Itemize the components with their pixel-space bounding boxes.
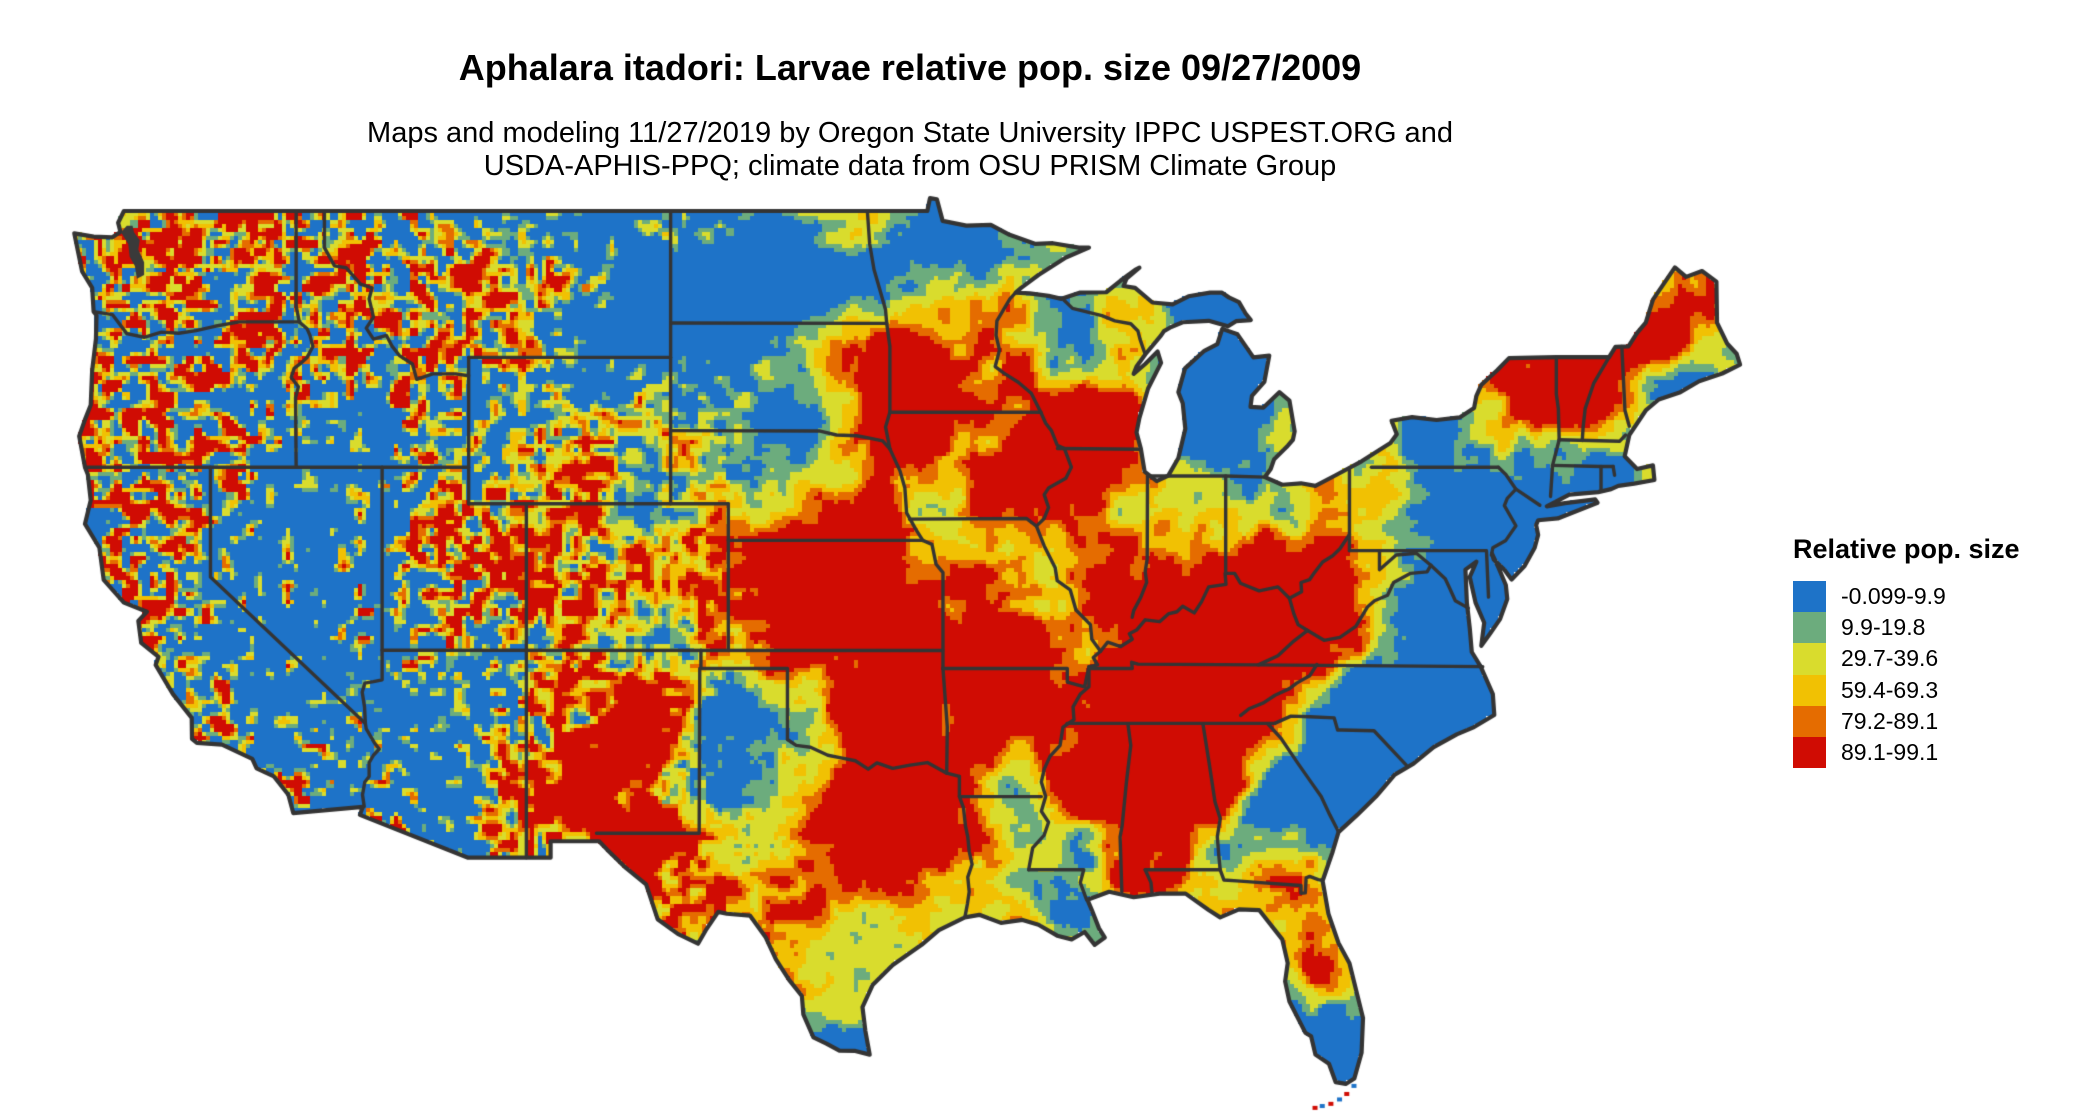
legend-swatch [1793, 612, 1826, 644]
legend-swatch [1793, 581, 1826, 613]
legend-swatch [1793, 705, 1826, 737]
legend-item: -0.099-9.9 [1793, 581, 2020, 613]
legend-item: 9.9-19.8 [1793, 612, 2020, 644]
legend-item: 59.4-69.3 [1793, 674, 2020, 706]
legend-swatch [1793, 674, 1826, 706]
subtitle-line-1: Maps and modeling 11/27/2019 by Oregon S… [367, 117, 1453, 149]
legend-item-label: 9.9-19.8 [1841, 614, 1926, 641]
legend-item-label: -0.099-9.9 [1841, 583, 1946, 610]
legend-item-label: 29.7-39.6 [1841, 645, 1939, 672]
page-title: Aphalara itadori: Larvae relative pop. s… [458, 47, 1362, 88]
legend-swatch [1793, 643, 1826, 675]
legend-item: 29.7-39.6 [1793, 643, 2020, 675]
legend-items: -0.099-9.9 9.9-19.8 29.7-39.6 59.4-69.3 79.2… [1793, 581, 2020, 769]
legend-item-label: 59.4-69.3 [1841, 676, 1939, 703]
legend-title: Relative pop. size [1793, 534, 2020, 564]
legend-item-label: 79.2-89.1 [1841, 707, 1939, 734]
subtitle-line-2: USDA-APHIS-PPQ; climate data from OSU PR… [483, 150, 1337, 182]
legend: Relative pop. size -0.099-9.9 9.9-19.8 29.… [1793, 534, 2020, 769]
legend-item: 79.2-89.1 [1793, 705, 2020, 737]
legend-item-label: 89.1-99.1 [1841, 739, 1939, 766]
legend-swatch [1793, 736, 1826, 769]
legend-item: 89.1-99.1 [1793, 736, 2020, 769]
map-subtitle: Maps and modeling 11/27/2019 by Oregon S… [30, 117, 1790, 183]
